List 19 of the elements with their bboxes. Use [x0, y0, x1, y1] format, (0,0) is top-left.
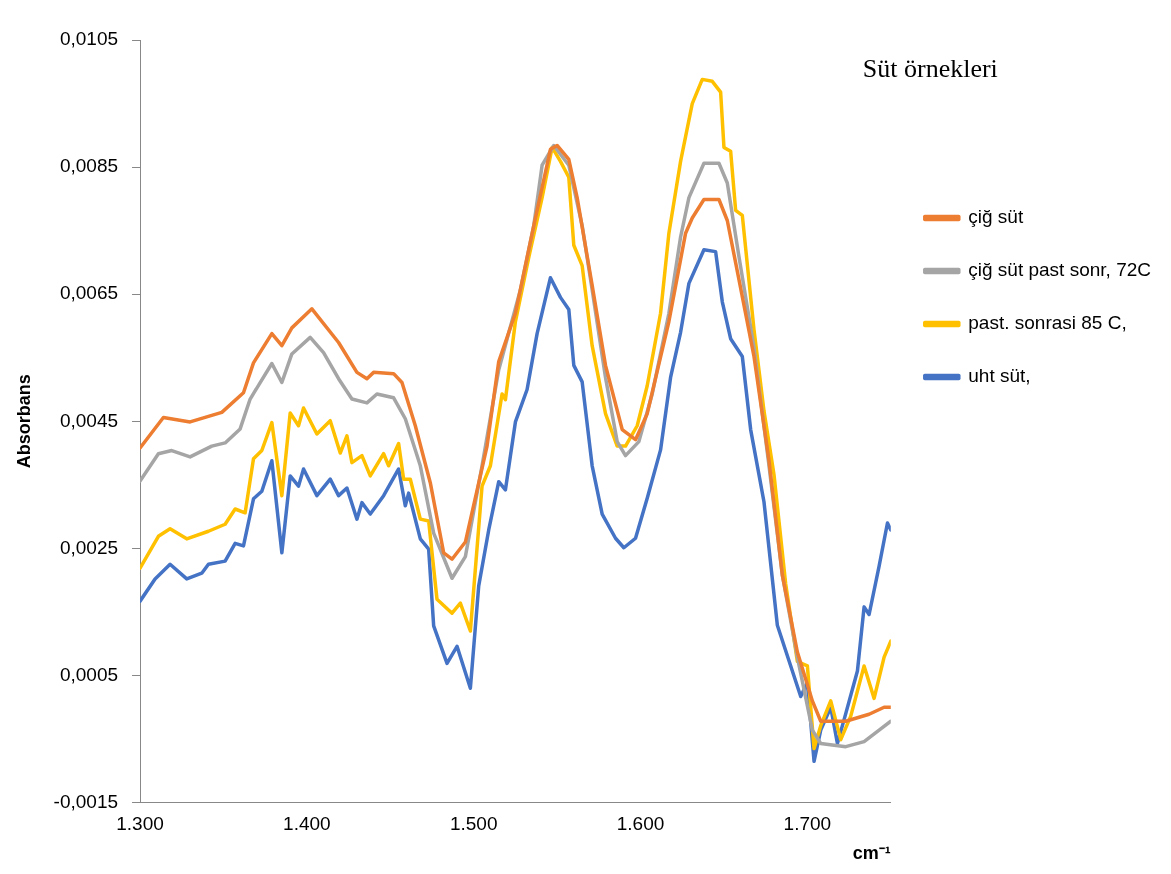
legend-label: çiğ süt past sonr, 72C — [968, 259, 1152, 281]
y-tick-label: 0,0065 — [59, 282, 119, 304]
legend-label: çiğ süt — [968, 206, 1024, 228]
y-tick-label: 0,0005 — [59, 663, 119, 685]
legend-label: past. sonrasi 85 C, — [968, 312, 1127, 334]
x-tick-label: 1.300 — [116, 813, 164, 835]
y-tick-label: 0,0105 — [59, 28, 119, 50]
y-tick-label: 0,0025 — [59, 536, 119, 558]
x-tick-label: 1.700 — [783, 813, 832, 835]
y-tick-label: -0,0015 — [53, 790, 119, 812]
x-tick-label: 1.600 — [616, 813, 665, 835]
y-tick-label: 0,0045 — [59, 409, 119, 431]
x-tick-label: 1.400 — [283, 813, 331, 835]
x-tick-label: 1.500 — [449, 813, 498, 835]
x-axis-title: cm⁻¹ — [852, 843, 891, 864]
y-axis-title: Absorbans — [13, 374, 34, 469]
legend-label: uht süt, — [968, 365, 1031, 387]
text: Süt örnekleri — [862, 53, 998, 83]
y-tick-label: 0,0085 — [59, 155, 119, 177]
